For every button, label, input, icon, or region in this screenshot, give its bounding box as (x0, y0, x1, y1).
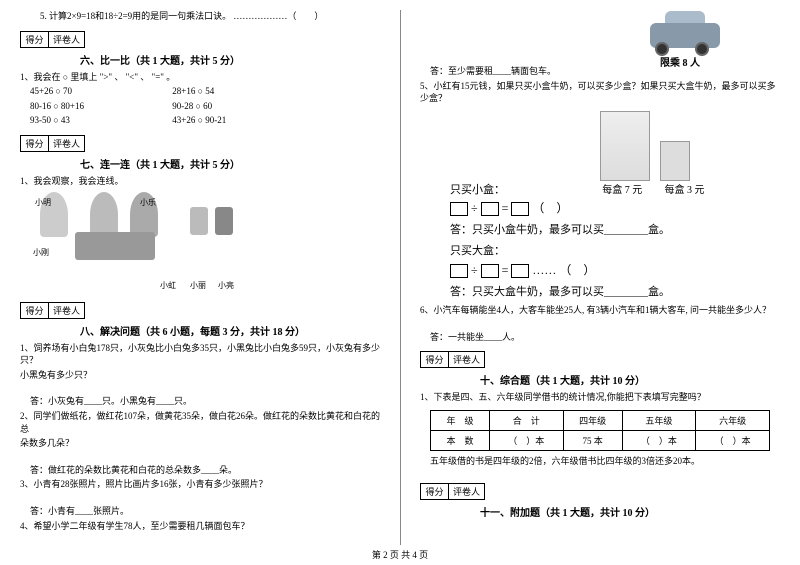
table-row: 年 级 合 计 四年级 五年级 六年级 (431, 410, 770, 430)
table-cell: 四年级 (563, 410, 622, 430)
table-cell: （ ）本 (489, 430, 563, 450)
q8-1b: 小黑兔有多少只？ (20, 369, 380, 382)
milk-row: 只买小盒： 每盒 7 元 每盒 3 元 (420, 183, 780, 198)
ans-big: 答：只买大盒牛奶，最多可以买________盒。 (450, 285, 780, 300)
milk-illustration (600, 111, 780, 181)
kid-label: 小乐 (140, 197, 156, 208)
only-big-label: 只买大盒： (450, 244, 780, 259)
score-box-7: 得分 评卷人 (20, 135, 85, 152)
score-box-6: 得分 评卷人 (20, 31, 85, 48)
eq-small: ÷ = （ ） (450, 200, 780, 217)
kid-label: 小明 (35, 197, 51, 208)
ans6: 答：一共能坐____人。 (430, 331, 780, 344)
sec6-intro: 1、我会在 ○ 里填上 ">" 、 "<" 、 "=" 。 (20, 71, 380, 84)
compare-item: 43+26 ○ 90-21 (172, 115, 226, 125)
right-column: 限乘 8 人 答：至少需要租____辆面包车。 5、小红有15元钱，如果只买小盒… (400, 0, 800, 545)
column-divider (400, 10, 401, 545)
only-small-label: 只买小盒： (450, 183, 530, 198)
dotline: …… （ ） (532, 263, 595, 277)
score-box-10: 得分 评卷人 (420, 351, 485, 368)
score-box-11: 得分 评卷人 (420, 483, 485, 500)
car-capacity-label: 限乘 8 人 (660, 54, 700, 69)
compare-item: 90-28 ○ 60 (172, 101, 212, 111)
kid-label: 小丽 (190, 280, 206, 291)
compare-item: 80-16 ○ 80+16 (30, 100, 170, 113)
page-container: 5. 计算2×9=18和18÷2=9用的是同一句乘法口诀。 ………………（ ） … (0, 0, 800, 545)
price-big: 每盒 7 元 (602, 185, 642, 196)
grader-label: 评卷人 (49, 32, 84, 47)
price-small: 每盒 3 元 (665, 185, 705, 196)
small-milk-icon (660, 141, 690, 181)
eq-big: ÷ = …… （ ） (450, 262, 780, 279)
question-5-tf: 5. 计算2×9=18和18÷2=9用的是同一句乘法口诀。 ………………（ ） (40, 10, 380, 23)
score-label: 得分 (21, 32, 49, 47)
section-8-title: 八、解决问题（共 6 小题，每题 3 分，共计 18 分） (80, 323, 380, 338)
ans8-2: 答：做红花的朵数比黄花和白花的总朵数多____朵。 (30, 464, 380, 477)
section-7-title: 七、连一连（共 1 大题，共计 5 分） (80, 156, 380, 171)
table-cell: （ ）本 (622, 430, 696, 450)
table-cell: 75 本 (563, 430, 622, 450)
sec6-row: 45+26 ○ 70 28+16 ○ 54 (30, 85, 380, 98)
grader-label: 评卷人 (49, 303, 84, 318)
car-illustration: 限乘 8 人 (640, 8, 730, 63)
table-cell: （ ）本 (696, 430, 770, 450)
table-row: 本 数 （ ）本 75 本 （ ）本 （ ）本 (431, 430, 770, 450)
grader-label: 评卷人 (449, 484, 484, 499)
q8-4: 4、希望小学二年级有学生78人，至少需要租几辆面包车？ (20, 520, 380, 533)
table-cell: 合 计 (489, 410, 563, 430)
q5-milk: 5、小红有15元钱，如果只买小盒牛奶，可以买多少盒？如果只买大盒牛奶，最多可以买… (420, 80, 780, 105)
section-11-title: 十一、附加题（共 1 大题，共计 10 分） (480, 504, 780, 519)
q8-2a: 2、同学们做纸花，做红花107朵，做黄花35朵，做白花26朵。做红花的朵数比黄花… (20, 410, 380, 435)
left-column: 5. 计算2×9=18和18÷2=9用的是同一句乘法口诀。 ………………（ ） … (0, 0, 400, 545)
sec10-note: 五年级借的书是四年级的2倍，六年级借书比四年级的3倍还多20本。 (430, 455, 780, 468)
score-box-8: 得分 评卷人 (20, 302, 85, 319)
compare-item: 28+16 ○ 54 (172, 86, 214, 96)
kid-label: 小虹 (160, 280, 176, 291)
score-label: 得分 (421, 484, 449, 499)
section-10-title: 十、综合题（共 1 大题，共计 10 分） (480, 372, 780, 387)
sec10-intro: 1、下表是四、五、六年级同学借书的统计情况,你能把下表填写完整吗？ (420, 391, 780, 404)
sec7-intro: 1、我会观察，我会连线。 (20, 175, 380, 188)
table-cell: 年 级 (431, 410, 490, 430)
page-footer: 第 2 页 共 4 页 (0, 548, 800, 561)
score-label: 得分 (21, 136, 49, 151)
kids-illustration: 小明 小乐 小刚 小虹 小丽 小亮 (30, 192, 240, 292)
table-cell: 五年级 (622, 410, 696, 430)
book-table: 年 级 合 计 四年级 五年级 六年级 本 数 （ ）本 75 本 （ ）本 （… (430, 410, 770, 451)
big-milk-icon (600, 111, 650, 181)
grader-label: 评卷人 (49, 136, 84, 151)
score-label: 得分 (21, 303, 49, 318)
grader-label: 评卷人 (449, 352, 484, 367)
table-cell: 本 数 (431, 430, 490, 450)
ans8-1: 答：小灰兔有____只。小黑兔有____只。 (30, 395, 380, 408)
compare-item: 93-50 ○ 43 (30, 114, 170, 127)
compare-item: 45+26 ○ 70 (30, 85, 170, 98)
kid-label: 小刚 (33, 247, 49, 258)
section-6-title: 六、比一比（共 1 大题，共计 5 分） (80, 52, 380, 67)
score-label: 得分 (421, 352, 449, 367)
q8-3: 3、小青有28张照片，照片比画片多16张，小青有多少张照片？ (20, 478, 380, 491)
table-cell: 六年级 (696, 410, 770, 430)
sec6-row: 80-16 ○ 80+16 90-28 ○ 60 (30, 100, 380, 113)
ans-q4: 答：至少需要租____辆面包车。 (430, 65, 780, 78)
q8-2b: 朵数多几朵？ (20, 437, 380, 450)
ans-small: 答：只买小盒牛奶，最多可以买________盒。 (450, 223, 780, 238)
ans8-3: 答：小青有____张照片。 (30, 505, 380, 518)
q8-1a: 1、饲养场有小白兔178只，小灰兔比小白兔多35只，小黑兔比小白兔多59只，小灰… (20, 342, 380, 367)
kid-label: 小亮 (218, 280, 234, 291)
q6: 6、小汽车每辆能坐4人，大客车能坐25人, 有3辆小汽车和1辆大客车, 问一共能… (420, 304, 780, 317)
sec6-row: 93-50 ○ 43 43+26 ○ 90-21 (30, 114, 380, 127)
